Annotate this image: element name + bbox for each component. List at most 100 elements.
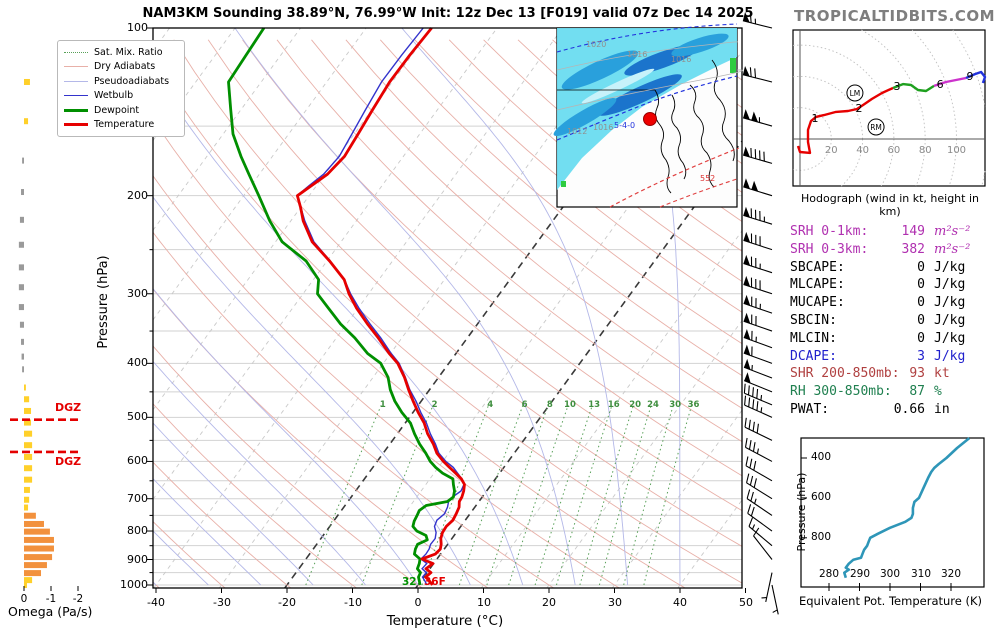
wind-barb bbox=[743, 329, 773, 349]
omega-bar bbox=[24, 384, 26, 391]
mixing-ratio-label: 1 bbox=[380, 400, 386, 410]
stat-unit: m²s⁻² bbox=[934, 241, 971, 257]
thetae-temp-tick-label: 310 bbox=[910, 568, 932, 580]
storm-motion-label: LM bbox=[850, 89, 861, 98]
thetae-pressure-tick-label: 400 bbox=[811, 451, 832, 463]
pressure-tick-label: 100 bbox=[127, 21, 148, 34]
omega-bar bbox=[24, 520, 44, 527]
omega-bar bbox=[22, 366, 24, 373]
map-contour-label: 5-4-0 bbox=[614, 121, 635, 130]
omega-tick-label: -1 bbox=[45, 593, 57, 605]
map-precip-streak bbox=[561, 50, 639, 90]
temperature-tick-label: 0 bbox=[414, 596, 422, 609]
hodograph-height-label: 1 bbox=[812, 112, 819, 125]
wind-barb bbox=[743, 275, 773, 295]
wind-barb bbox=[743, 178, 773, 197]
thetae-temp-tick-label: 300 bbox=[879, 568, 901, 580]
stat-value: 0 bbox=[917, 277, 925, 293]
mixing-ratio-label: 2 bbox=[432, 400, 438, 410]
legend-line-swatch bbox=[64, 51, 88, 53]
hodograph-ring-label: 20 bbox=[825, 145, 838, 156]
stat-unit: J/kg bbox=[934, 348, 966, 364]
wind-barb bbox=[743, 372, 773, 393]
map-contour-label: 1016 bbox=[627, 50, 647, 59]
storm-motion-marker bbox=[867, 118, 885, 136]
legend-label: Wetbulb bbox=[94, 90, 134, 102]
map-precip-streak bbox=[553, 98, 617, 136]
wind-barb bbox=[743, 312, 773, 332]
hodograph: 20 40 60 80 100 1 2 3 6 9 LM RM bbox=[792, 29, 987, 187]
surface-temperature-label: 36F bbox=[424, 576, 446, 588]
mixing-ratio-label: 10 bbox=[564, 400, 576, 410]
mixing-ratio-label: 36 bbox=[688, 400, 700, 410]
stat-label: SRH 0-1km: bbox=[790, 224, 869, 239]
stat-unit: J/kg bbox=[934, 312, 966, 328]
legend-label: Dry Adiabats bbox=[94, 61, 156, 73]
temperature-curve bbox=[296, 27, 466, 586]
pressure-tick-label: 600 bbox=[127, 454, 148, 467]
skewt-background bbox=[153, 125, 742, 586]
wind-barb bbox=[744, 437, 773, 462]
pseudoadiabat-lines bbox=[152, 27, 681, 586]
wind-barb bbox=[744, 417, 773, 441]
stat-row: MLCAPE: 0 J/kg bbox=[790, 277, 986, 295]
map-540-thickness-line bbox=[556, 75, 738, 141]
wind-barb bbox=[745, 456, 773, 482]
wind-barb bbox=[748, 517, 773, 547]
storm-motion-label: RM bbox=[870, 123, 882, 132]
wind-barb bbox=[743, 254, 773, 274]
map-contour-label: 552 bbox=[700, 174, 715, 183]
pressure-tick-label: 500 bbox=[127, 410, 148, 423]
omega-bar bbox=[24, 528, 50, 535]
omega-bar bbox=[24, 554, 53, 561]
map-552-thickness-line bbox=[609, 147, 739, 208]
mixing-ratio-lines: 1 2 4 6 8 10 13 16 20 24 30 36 bbox=[305, 400, 700, 586]
legend-line-swatch bbox=[64, 123, 88, 127]
wind-barb bbox=[771, 584, 779, 615]
omega-bar bbox=[24, 465, 33, 472]
skewt-frame bbox=[147, 27, 746, 593]
stat-value: 0.66 bbox=[893, 401, 925, 417]
dewpoint-curve bbox=[227, 27, 456, 586]
omega-bar bbox=[21, 338, 24, 345]
stat-value: 0 bbox=[917, 259, 925, 275]
legend-line-swatch bbox=[64, 80, 88, 82]
omega-tick-label: -2 bbox=[72, 593, 84, 605]
thetae-chart bbox=[800, 437, 985, 591]
stat-unit: J/kg bbox=[934, 259, 966, 275]
wind-barb bbox=[743, 344, 773, 364]
omega-bar bbox=[21, 189, 24, 196]
omega-bar bbox=[24, 476, 33, 483]
stat-row: RH 300-850mb: 87% bbox=[790, 384, 986, 402]
pressure-tick-label: 800 bbox=[127, 524, 148, 537]
map-contour-label: 1016 bbox=[671, 55, 691, 64]
wind-barb bbox=[743, 358, 773, 379]
mixing-ratio-label: 13 bbox=[588, 400, 600, 410]
wind-barb bbox=[743, 109, 773, 127]
hodograph-ring-label: 80 bbox=[919, 145, 932, 156]
stat-label: SRH 0-3km: bbox=[790, 241, 869, 257]
stat-label: DCAPE: bbox=[790, 348, 837, 364]
hodograph-ring bbox=[792, 75, 864, 187]
omega-bar bbox=[24, 562, 47, 569]
omega-bar bbox=[19, 216, 24, 223]
wind-barb-column bbox=[742, 12, 779, 615]
legend-row: Pseudoadiabats bbox=[64, 74, 178, 89]
stat-label: PWAT: bbox=[790, 401, 830, 417]
stat-row: MUCAPE: 0 J/kg bbox=[790, 295, 986, 313]
temperature-tick-label: -40 bbox=[147, 596, 165, 609]
hodograph-trace-6-9km bbox=[933, 76, 967, 88]
wind-barb bbox=[753, 527, 773, 560]
stat-value: 382 bbox=[901, 241, 925, 257]
omega-bar bbox=[24, 78, 30, 85]
omega-bar bbox=[19, 321, 24, 328]
map-precip-streak bbox=[671, 33, 729, 57]
omega-bar bbox=[24, 407, 32, 414]
omega-bar bbox=[24, 430, 33, 437]
temperature-tick-label: -20 bbox=[278, 596, 296, 609]
mixing-ratio-label: 20 bbox=[629, 400, 641, 410]
omega-bar bbox=[24, 545, 54, 552]
stat-label: SBCAPE: bbox=[790, 259, 845, 275]
mixing-ratio-label: 30 bbox=[669, 400, 681, 410]
